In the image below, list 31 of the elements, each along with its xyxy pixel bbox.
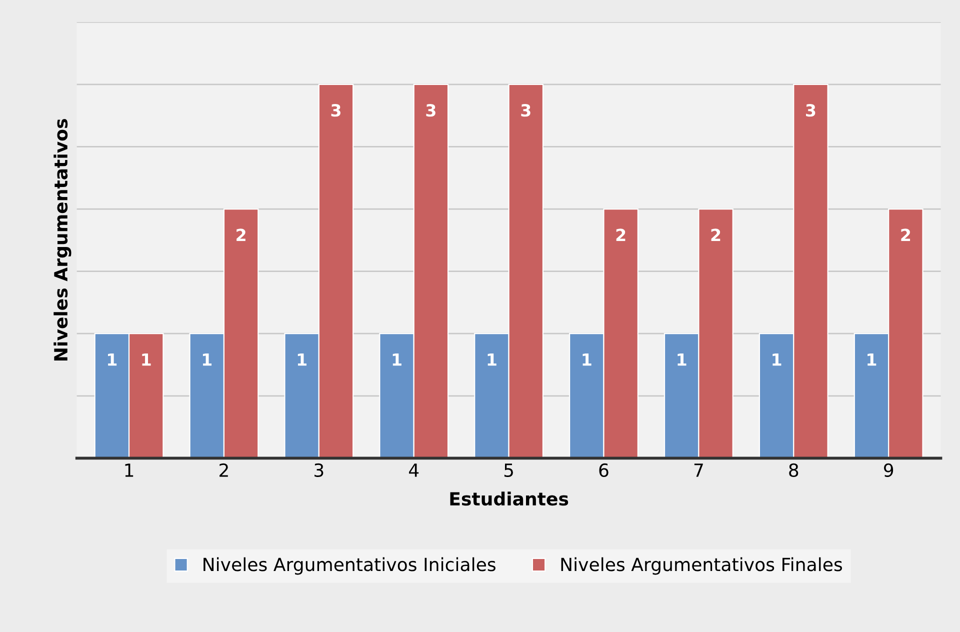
x-tick-label: 5	[504, 464, 513, 478]
x-tick-label: 6	[599, 463, 608, 478]
x-tick-label: 4	[408, 464, 419, 477]
legend-label: Niveles Argumentativos Iniciales	[204, 557, 496, 575]
data-label: 3	[521, 104, 530, 117]
data-label: 1	[678, 353, 686, 366]
data-label: 1	[202, 353, 212, 366]
legend-label: Niveles Argumentativos Finales	[561, 557, 842, 575]
data-label: 1	[582, 353, 592, 366]
data-label: 1	[298, 353, 306, 366]
x-tick-label: 8	[789, 463, 798, 478]
data-label: 1	[142, 353, 151, 366]
x-tick-label: 7	[694, 464, 703, 477]
data-label: 2	[901, 228, 910, 242]
x-tick-label: 9	[884, 463, 894, 478]
data-label: 2	[616, 228, 626, 242]
data-label: 3	[426, 104, 436, 117]
data-label: 1	[772, 353, 782, 366]
y-axis-title: Niveles Argumentativos	[54, 119, 72, 360]
data-label: 3	[331, 104, 340, 117]
data-label: 2	[236, 228, 246, 242]
x-tick-label: 3	[314, 463, 324, 478]
data-label: 2	[711, 228, 720, 242]
data-label: 1	[868, 353, 876, 366]
data-label: 1	[488, 353, 496, 366]
x-axis-title: Estudiantes	[450, 492, 568, 506]
x-tick-label: 2	[220, 463, 228, 477]
x-tick-label: 1	[125, 464, 134, 477]
data-label: 1	[108, 353, 117, 366]
data-label: 3	[806, 104, 816, 117]
data-label: 1	[392, 353, 402, 366]
